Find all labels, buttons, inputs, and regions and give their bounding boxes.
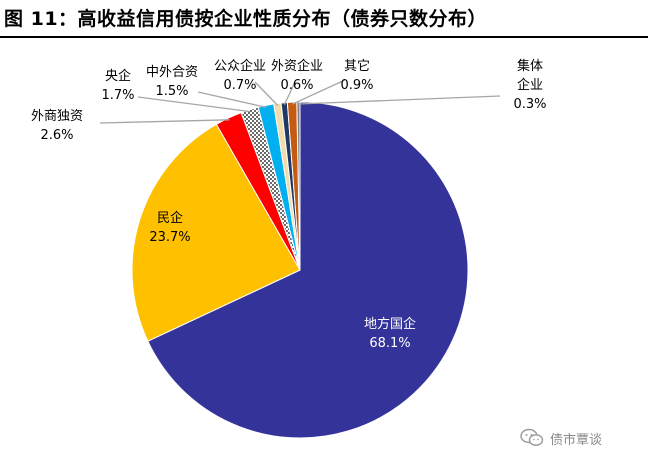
wechat-icon xyxy=(520,428,544,446)
slice-name-label: 企业 xyxy=(517,77,543,93)
slice-value-label: 0.3% xyxy=(513,97,546,112)
pie-slice xyxy=(131,123,301,342)
slice-value-label: 68.1% xyxy=(369,336,410,351)
slice-name-label: 公众企业 xyxy=(214,58,266,74)
leader-line xyxy=(298,95,501,105)
watermark-text: 债市覃谈 xyxy=(550,432,603,448)
leader-line xyxy=(197,91,267,109)
slice-name-label: 外商独资 xyxy=(31,109,83,124)
title-rule xyxy=(0,36,648,38)
leader-line xyxy=(99,119,230,124)
slice-name-label: 央企 xyxy=(105,68,131,84)
leader-line xyxy=(291,79,346,105)
slice-value-label: 1.5% xyxy=(155,84,188,99)
leader-line xyxy=(283,81,296,105)
slice-value-label: 23.7% xyxy=(149,230,190,245)
slice-name-label: 民企 xyxy=(157,210,183,226)
slice-value-label: 0.6% xyxy=(280,78,313,93)
slice-value-label: 0.9% xyxy=(340,78,373,93)
watermark: 债市覃谈 xyxy=(520,426,602,450)
slice-value-label: 1.7% xyxy=(101,88,134,103)
slice-value-label: 2.6% xyxy=(40,128,73,143)
slice-name-label: 集体 xyxy=(517,58,543,74)
slice-name-label: 其它 xyxy=(344,58,370,74)
slice-value-label: 0.7% xyxy=(223,78,256,93)
leader-line xyxy=(137,96,251,113)
slice-name-label: 地方国企 xyxy=(364,316,416,332)
leader-line xyxy=(254,81,279,106)
pie-slice xyxy=(147,101,469,439)
slice-name-label: 中外合资 xyxy=(146,65,198,80)
slice-name-label: 外资企业 xyxy=(271,58,323,74)
chart-title: 图 11：高收益信用债按企业性质分布（债券只数分布） xyxy=(4,8,488,30)
